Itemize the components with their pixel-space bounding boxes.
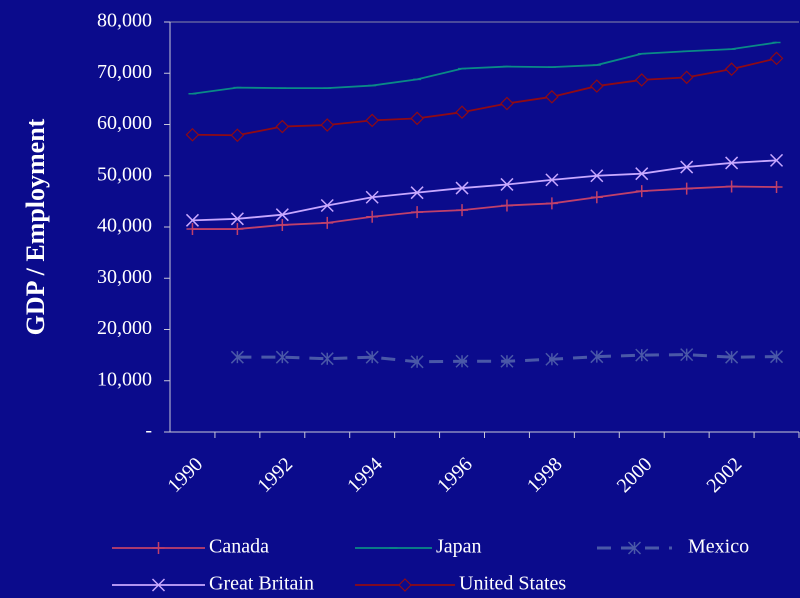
marker (185, 213, 199, 227)
x-tick-label: 1996 (433, 453, 477, 497)
marker (365, 113, 380, 128)
marker (769, 51, 784, 66)
y-tick-label: 40,000 (97, 215, 152, 237)
marker (186, 223, 199, 236)
x-tick-label: 2002 (703, 453, 747, 497)
marker (320, 198, 334, 213)
series-line (192, 185, 777, 230)
y-tick-label: 10,000 (97, 368, 152, 390)
series-line (192, 41, 777, 95)
marker (770, 181, 783, 194)
y-tick-label: 50,000 (97, 163, 152, 185)
marker (410, 355, 424, 369)
y-tick-label: - (145, 420, 152, 442)
marker (151, 578, 166, 592)
marker (770, 153, 784, 167)
legend-label: Canada (209, 536, 269, 558)
marker (724, 62, 739, 76)
marker (410, 186, 424, 200)
marker (231, 223, 244, 236)
y-axis-title: GDP / Employment (21, 118, 50, 335)
marker (320, 352, 334, 366)
marker (725, 180, 738, 193)
marker (500, 96, 514, 111)
marker (500, 354, 514, 368)
series-line (192, 57, 777, 137)
marker (545, 173, 559, 187)
y-tick-label: 70,000 (97, 61, 152, 83)
marker (320, 118, 335, 132)
marker (545, 352, 559, 366)
marker (500, 177, 514, 191)
marker (680, 182, 693, 195)
marker (725, 156, 739, 170)
marker (365, 190, 379, 204)
y-tick-label: 20,000 (97, 317, 152, 339)
marker (230, 350, 244, 364)
marker (410, 111, 424, 126)
marker (411, 206, 424, 219)
legend-label: United States (459, 573, 566, 595)
marker (321, 216, 334, 229)
x-tick-label: 1998 (523, 453, 567, 497)
x-tick-label: 2000 (613, 453, 657, 497)
y-tick-label: 60,000 (97, 112, 152, 134)
x-tick-label: 1992 (253, 453, 297, 497)
marker (455, 354, 469, 368)
marker (680, 160, 694, 174)
marker (366, 210, 379, 223)
marker (627, 541, 642, 555)
series-line (192, 159, 777, 222)
marker (500, 199, 513, 212)
marker (634, 73, 649, 87)
marker (275, 119, 290, 134)
legend-label: Great Britain (209, 573, 314, 595)
marker (679, 70, 694, 85)
legend-label: Mexico (688, 536, 749, 558)
marker (365, 350, 379, 364)
marker (635, 348, 649, 362)
marker (455, 181, 469, 195)
x-tick-label: 1990 (163, 453, 207, 497)
marker (275, 350, 289, 364)
marker (545, 197, 558, 210)
marker (455, 105, 469, 120)
y-tick-label: 30,000 (97, 266, 152, 288)
marker (456, 204, 469, 217)
marker (635, 167, 649, 181)
x-tick-label: 1994 (343, 453, 387, 497)
marker (590, 169, 604, 183)
marker (545, 89, 559, 104)
marker (230, 128, 245, 143)
marker (398, 578, 412, 592)
marker (590, 191, 603, 204)
y-tick-label: 80,000 (97, 10, 152, 32)
marker (589, 79, 604, 93)
marker (680, 348, 694, 362)
marker (770, 350, 784, 364)
marker (230, 212, 244, 226)
marker (725, 350, 739, 364)
marker (275, 208, 289, 222)
marker (152, 542, 165, 554)
legend-label: Japan (436, 536, 482, 558)
marker (635, 185, 648, 198)
marker (590, 350, 604, 364)
marker (276, 218, 289, 231)
marker (185, 127, 200, 142)
